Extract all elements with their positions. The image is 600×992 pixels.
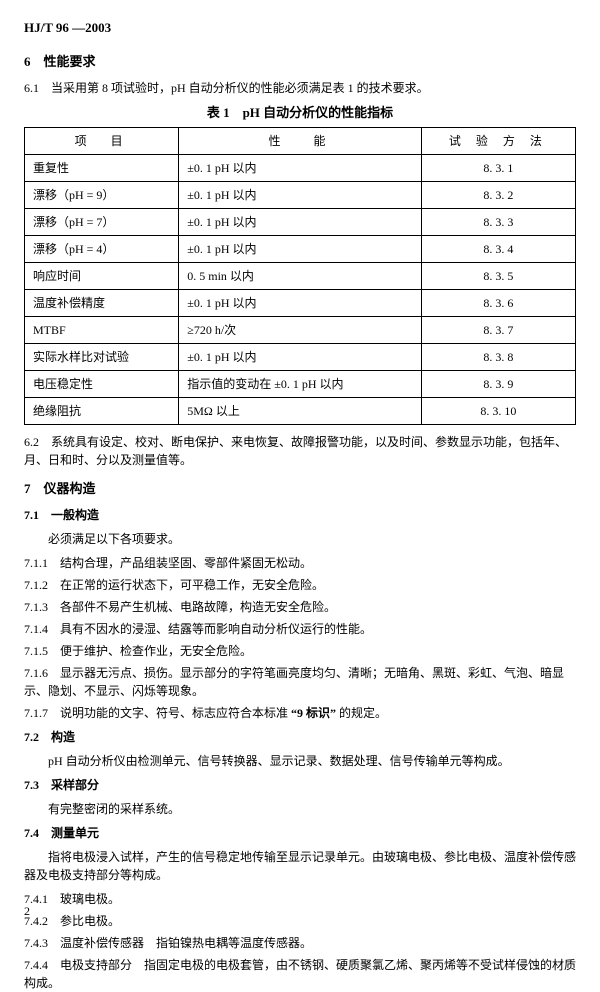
cell-perf: ±0. 1 pH 以内 <box>179 181 421 208</box>
list-item: 7.1.6 显示器无污点、损伤。显示部分的字符笔画亮度均匀、清晰；无暗角、黑斑、… <box>24 664 576 700</box>
table-row: 漂移（pH = 9）±0. 1 pH 以内8. 3. 2 <box>25 181 576 208</box>
list-item: 7.4.3 温度补偿传感器 指铂镍热电耦等温度传感器。 <box>24 934 576 952</box>
item-7-1-7-pre: 7.1.7 说明功能的文字、符号、标志应符合本标准 <box>24 706 291 720</box>
cell-method: 8. 3. 8 <box>421 343 575 370</box>
document-header: HJ/T 96 —2003 <box>24 18 576 38</box>
cell-method: 8. 3. 7 <box>421 316 575 343</box>
list-item: 7.1.5 便于维护、检查作业，无安全危险。 <box>24 642 576 660</box>
cell-perf: ≥720 h/次 <box>179 316 421 343</box>
cell-item: 重复性 <box>25 154 179 181</box>
cell-item: 电压稳定性 <box>25 370 179 397</box>
para-6-1: 6.1 当采用第 8 项试验时，pH 自动分析仪的性能必须满足表 1 的技术要求… <box>24 79 576 97</box>
cell-method: 8. 3. 9 <box>421 370 575 397</box>
cell-method: 8. 3. 6 <box>421 289 575 316</box>
cell-item: 响应时间 <box>25 262 179 289</box>
section-6-title: 6 性能要求 <box>24 52 576 72</box>
list-item: 7.1.1 结构合理，产品组装坚固、零部件紧固无松动。 <box>24 554 576 572</box>
performance-table: 项 目 性 能 试 验 方 法 重复性±0. 1 pH 以内8. 3. 1漂移（… <box>24 127 576 425</box>
para-6-2: 6.2 系统具有设定、校对、断电保护、来电恢复、故障报警功能，以及时间、参数显示… <box>24 433 576 469</box>
table-row: 响应时间0. 5 min 以内8. 3. 5 <box>25 262 576 289</box>
section-7-3-body: 有完整密闭的采样系统。 <box>24 800 576 818</box>
cell-item: 绝缘阻抗 <box>25 397 179 424</box>
cell-perf: 指示值的变动在 ±0. 1 pH 以内 <box>179 370 421 397</box>
cell-item: MTBF <box>25 316 179 343</box>
table-row: 温度补偿精度±0. 1 pH 以内8. 3. 6 <box>25 289 576 316</box>
th-perf: 性 能 <box>179 127 421 154</box>
cell-method: 8. 3. 5 <box>421 262 575 289</box>
table-row: 重复性±0. 1 pH 以内8. 3. 1 <box>25 154 576 181</box>
section-7-4-intro: 指将电极浸入试样，产生的信号稳定地传输至显示记录单元。由玻璃电极、参比电极、温度… <box>24 848 576 884</box>
cell-perf: 0. 5 min 以内 <box>179 262 421 289</box>
cell-item: 漂移（pH = 7） <box>25 208 179 235</box>
cell-item: 实际水样比对试验 <box>25 343 179 370</box>
table-row: 漂移（pH = 4）±0. 1 pH 以内8. 3. 4 <box>25 235 576 262</box>
item-7-1-7-post: 的规定。 <box>336 706 387 720</box>
cell-item: 漂移（pH = 9） <box>25 181 179 208</box>
section-7-1-title: 7.1 一般构造 <box>24 506 576 524</box>
list-item: 7.1.3 各部件不易产生机械、电路故障，构造无安全危险。 <box>24 598 576 616</box>
page-number: 2 <box>24 902 30 920</box>
table-1-title: 表 1 pH 自动分析仪的性能指标 <box>24 103 576 123</box>
cell-perf: ±0. 1 pH 以内 <box>179 289 421 316</box>
cell-method: 8. 3. 2 <box>421 181 575 208</box>
list-item: 7.4.2 参比电极。 <box>24 912 576 930</box>
th-item: 项 目 <box>25 127 179 154</box>
cell-perf: ±0. 1 pH 以内 <box>179 154 421 181</box>
list-item: 7.4.1 玻璃电极。 <box>24 890 576 908</box>
th-method: 试 验 方 法 <box>421 127 575 154</box>
item-7-1-7: 7.1.7 说明功能的文字、符号、标志应符合本标准 “9 标识” 的规定。 <box>24 704 576 722</box>
table-header-row: 项 目 性 能 试 验 方 法 <box>25 127 576 154</box>
cell-perf: ±0. 1 pH 以内 <box>179 235 421 262</box>
cell-perf: 5MΩ 以上 <box>179 397 421 424</box>
section-7-1-intro: 必须满足以下各项要求。 <box>24 530 576 548</box>
list-item: 7.1.2 在正常的运行状态下，可平稳工作，无安全危险。 <box>24 576 576 594</box>
cell-method: 8. 3. 4 <box>421 235 575 262</box>
cell-method: 8. 3. 1 <box>421 154 575 181</box>
cell-item: 温度补偿精度 <box>25 289 179 316</box>
list-item: 7.1.4 具有不因水的浸湿、结露等而影响自动分析仪运行的性能。 <box>24 620 576 638</box>
section-7-4-title: 7.4 测量单元 <box>24 824 576 842</box>
table-row: 漂移（pH = 7）±0. 1 pH 以内8. 3. 3 <box>25 208 576 235</box>
section-7-2-title: 7.2 构造 <box>24 728 576 746</box>
list-item: 7.4.4 电极支持部分 指固定电极的电极套管，由不锈钢、硬质聚氯乙烯、聚丙烯等… <box>24 956 576 992</box>
section-7-3-title: 7.3 采样部分 <box>24 776 576 794</box>
item-7-1-7-bold: “9 标识” <box>291 706 336 720</box>
section-7-2-body: pH 自动分析仪由检测单元、信号转换器、显示记录、数据处理、信号传输单元等构成。 <box>24 752 576 770</box>
cell-method: 8. 3. 3 <box>421 208 575 235</box>
cell-item: 漂移（pH = 4） <box>25 235 179 262</box>
cell-method: 8. 3. 10 <box>421 397 575 424</box>
cell-perf: ±0. 1 pH 以内 <box>179 343 421 370</box>
table-row: 电压稳定性指示值的变动在 ±0. 1 pH 以内8. 3. 9 <box>25 370 576 397</box>
cell-perf: ±0. 1 pH 以内 <box>179 208 421 235</box>
table-row: 实际水样比对试验±0. 1 pH 以内8. 3. 8 <box>25 343 576 370</box>
table-row: 绝缘阻抗5MΩ 以上8. 3. 10 <box>25 397 576 424</box>
section-7-title: 7 仪器构造 <box>24 479 576 499</box>
table-row: MTBF≥720 h/次8. 3. 7 <box>25 316 576 343</box>
